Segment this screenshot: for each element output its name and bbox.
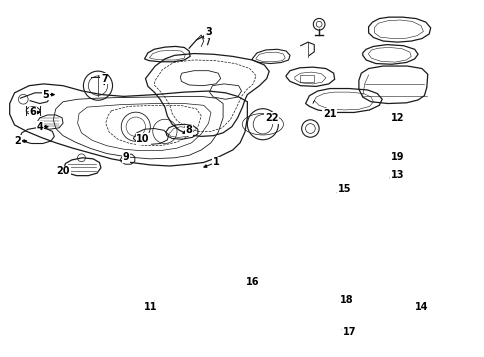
Text: 1: 1	[212, 157, 219, 167]
Text: 12: 12	[390, 113, 404, 123]
Text: 21: 21	[322, 109, 336, 119]
Text: 18: 18	[339, 295, 353, 305]
Text: 20: 20	[56, 166, 70, 176]
Text: 7: 7	[101, 74, 107, 84]
Text: 4: 4	[36, 122, 43, 132]
Text: 6: 6	[30, 107, 36, 117]
Text: 3: 3	[205, 27, 212, 37]
Text: 14: 14	[414, 302, 428, 312]
Text: 16: 16	[245, 277, 258, 287]
Text: 9: 9	[122, 152, 129, 162]
Text: 19: 19	[390, 152, 404, 162]
Text: 13: 13	[390, 170, 404, 180]
Text: 22: 22	[264, 113, 278, 123]
Text: 5: 5	[43, 90, 49, 100]
Text: 17: 17	[342, 327, 355, 337]
Text: 10: 10	[136, 134, 150, 144]
Text: 2: 2	[15, 136, 21, 146]
Text: 15: 15	[337, 184, 350, 194]
Bar	[299, 75, 314, 82]
Text: 8: 8	[185, 125, 192, 135]
Text: 11: 11	[143, 302, 157, 312]
